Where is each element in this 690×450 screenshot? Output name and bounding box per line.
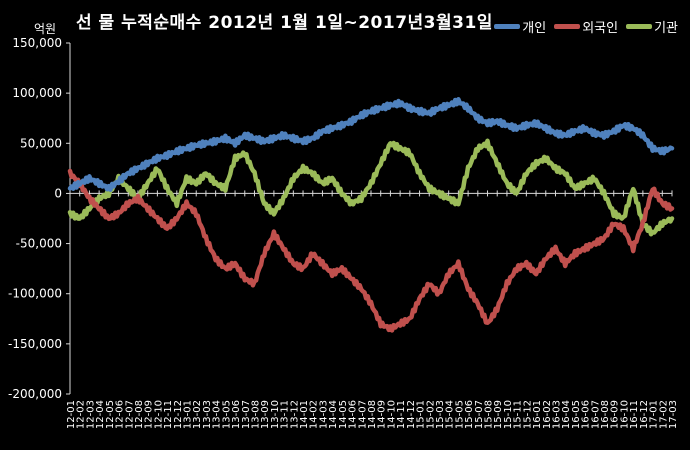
x-tick-label: 14-07 (357, 400, 368, 429)
x-tick-label: 15-11 (513, 400, 524, 429)
x-tick-label: 12-11 (163, 400, 174, 429)
x-tick-label: 15-05 (454, 400, 465, 429)
y-tick-label: -150,000 (8, 337, 62, 351)
x-tick-label: 14-11 (396, 400, 407, 429)
x-tick-label: 14-02 (309, 400, 320, 429)
legend-item-institution: 기관 (626, 17, 678, 36)
x-tick-label: 14-08 (367, 400, 378, 429)
x-tick-label: 14-10 (386, 400, 397, 429)
x-tick-label: 14-06 (348, 400, 359, 429)
x-tick-label: 12-07 (124, 400, 135, 429)
x-tick-label: 14-03 (318, 400, 329, 429)
x-tick-label: 14-09 (377, 400, 388, 429)
x-tick-label: 16-07 (590, 400, 601, 429)
x-tick-label: 15-01 (416, 400, 427, 429)
x-tick-label: 12-08 (134, 400, 145, 429)
x-tick-label: 12-04 (95, 400, 106, 429)
x-tick-label: 17-02 (658, 400, 669, 429)
x-tick-label: 16-06 (581, 400, 592, 429)
x-tick-label: 16-12 (639, 400, 650, 429)
legend-swatch-institution (626, 24, 653, 29)
legend-label-foreign: 외국인 (582, 21, 619, 36)
y-tick-label: 150,000 (12, 36, 62, 50)
x-tick-label: 15-10 (503, 400, 514, 429)
x-tick-label: 15-07 (474, 400, 485, 429)
x-tick-label: 13-08 (250, 400, 261, 429)
legend-swatch-foreign (554, 24, 581, 29)
x-tick-label: 13-11 (280, 400, 291, 429)
x-tick-label: 16-08 (600, 400, 611, 429)
x-tick-label: 13-06 (231, 400, 242, 429)
x-tick-label: 13-02 (192, 400, 203, 429)
y-tick-label: -50,000 (16, 237, 62, 251)
x-tick-label: 15-03 (435, 400, 446, 429)
legend-label-institution: 기관 (654, 21, 678, 36)
x-tick-label: 16-09 (610, 400, 621, 429)
x-tick-label: 15-06 (464, 400, 475, 429)
legend-swatch-individual (494, 24, 521, 29)
y-axis: 150,000 100,000 50,000 0 -50,000 -100,000 -150… (8, 36, 71, 401)
x-tick-label: 16-04 (561, 400, 572, 429)
legend-label-individual: 개인 (522, 21, 547, 36)
x-tick-label: 12-03 (85, 400, 96, 429)
x-tick-label: 12-10 (153, 400, 164, 429)
x-tick-label: 16-03 (551, 400, 562, 429)
x-tick-label: 16-11 (629, 400, 640, 429)
x-tick-label: 13-03 (202, 400, 213, 429)
series-layer (67, 97, 675, 333)
x-tick-label: 15-12 (522, 400, 533, 429)
legend: 개인 외국인 기관 (494, 17, 678, 36)
x-tick-label: 13-10 (270, 400, 281, 429)
x-tick-label: 13-12 (289, 400, 300, 429)
x-tick-label: 15-04 (445, 400, 456, 429)
x-tick-label: 12-01 (66, 400, 77, 429)
x-tick-label: 12-12 (173, 400, 184, 429)
x-tick-label: 16-02 (542, 400, 553, 429)
x-tick-label: 13-01 (183, 400, 194, 429)
y-axis-unit: 억원 (34, 22, 57, 36)
x-tick-label: 13-04 (212, 400, 223, 429)
x-tick-label: 13-05 (221, 400, 232, 429)
x-tick-label: 12-06 (115, 400, 126, 429)
series-line-individual (67, 97, 675, 192)
x-tick-label: 17-03 (668, 400, 679, 429)
y-tick-label: -100,000 (8, 287, 62, 301)
x-tick-label: 15-09 (493, 400, 504, 429)
x-tick-label: 12-05 (105, 400, 116, 429)
x-tick-label: 14-12 (406, 400, 417, 429)
x-tick-label: 15-08 (484, 400, 495, 429)
x-tick-label: 14-05 (338, 400, 349, 429)
chart-title: 선 물 누적순매수 2012년 1월 1일~2017년3월31일 (76, 13, 493, 33)
x-tick-label: 16-05 (571, 400, 582, 429)
x-axis: 12-0112-0212-0312-0412-0512-0612-0712-08… (66, 190, 679, 429)
x-tick-label: 16-10 (619, 400, 630, 429)
x-tick-label: 12-02 (76, 400, 87, 429)
x-tick-label: 14-04 (328, 400, 339, 429)
x-tick-label: 13-07 (241, 400, 252, 429)
x-tick-label: 14-01 (299, 400, 310, 429)
y-tick-label: 100,000 (12, 86, 62, 100)
series-line-institution (67, 138, 675, 237)
x-tick-label: 13-09 (260, 400, 271, 429)
series-line-foreign (67, 168, 675, 333)
y-tick-label: 0 (54, 186, 62, 200)
x-tick-label: 16-01 (532, 400, 543, 429)
y-tick-label: -200,000 (8, 387, 62, 401)
legend-item-foreign: 외국인 (554, 17, 618, 36)
x-tick-label: 15-02 (425, 400, 436, 429)
legend-item-individual: 개인 (494, 17, 546, 36)
x-tick-label: 17-01 (649, 400, 660, 429)
y-tick-label: 50,000 (20, 136, 62, 150)
x-tick-label: 12-09 (144, 400, 155, 429)
